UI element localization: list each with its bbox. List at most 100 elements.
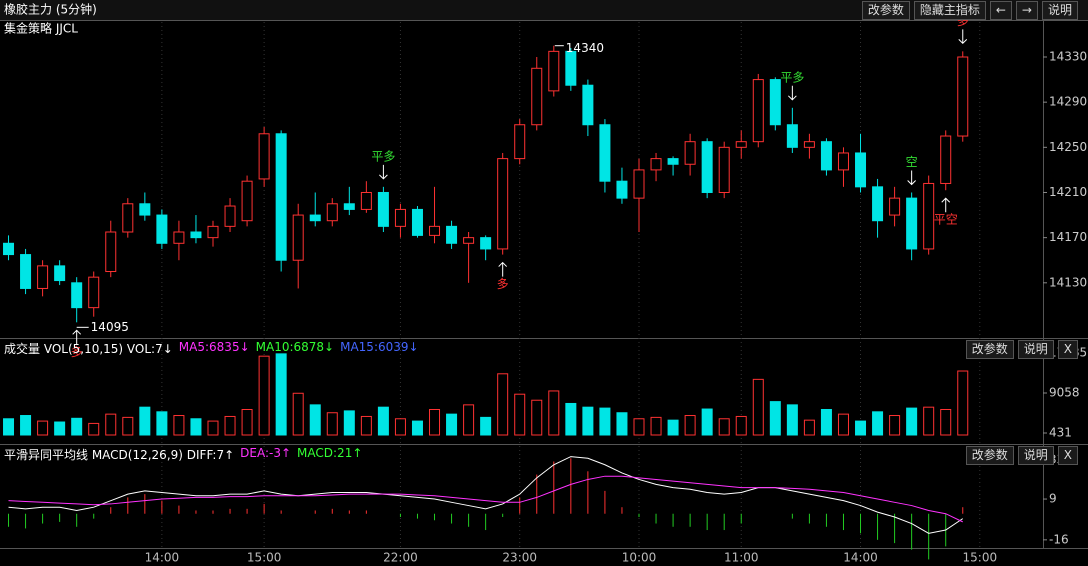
button[interactable]: 隐藏主指标	[913, 1, 986, 20]
candle-body	[803, 141, 815, 148]
candle-body	[531, 67, 543, 126]
signal-label: 平空	[934, 213, 958, 227]
volume-bar	[565, 402, 577, 436]
volume-bar	[54, 421, 66, 436]
volume-bar	[684, 415, 696, 436]
legend-entry: DEA:-3↑	[240, 446, 292, 460]
signal-arrow	[907, 170, 916, 186]
y-tick-label: 14250	[1049, 140, 1087, 154]
volume-bar	[531, 399, 543, 436]
volume-bar	[906, 407, 918, 436]
signal-arrow	[498, 261, 508, 277]
toolbar: 改参数 说明 X	[965, 446, 1078, 465]
signal-arrow	[379, 164, 388, 180]
volume-bar	[616, 412, 628, 436]
volume-bar	[241, 408, 253, 436]
button[interactable]: X	[1057, 446, 1078, 465]
candle-body	[343, 203, 355, 210]
candle-body	[940, 135, 952, 184]
button[interactable]: 改参数	[861, 1, 910, 20]
volume-bar	[889, 415, 901, 436]
volume-bar	[872, 411, 884, 436]
volume-bar	[463, 404, 475, 436]
volume-bar	[292, 392, 304, 436]
volume-bar	[224, 415, 236, 436]
volume-bar	[769, 401, 781, 436]
volume-bar	[377, 406, 389, 436]
signal-arrow	[72, 329, 82, 345]
button[interactable]: 说明	[1041, 1, 1078, 20]
y-tick-label: 9	[1049, 492, 1057, 506]
candle-body	[139, 203, 151, 216]
button[interactable]: ←	[989, 1, 1012, 20]
button[interactable]: →	[1015, 1, 1038, 20]
volume-bar	[156, 411, 168, 436]
panel-title: 集金策略 JJCL	[4, 21, 78, 36]
legend-entry: MA5:6835↓	[178, 340, 250, 354]
candle-body	[394, 208, 406, 227]
signal-label: 平多	[371, 149, 395, 163]
candle-body	[599, 124, 611, 182]
button[interactable]: X	[1057, 340, 1078, 359]
volume-bar	[803, 419, 815, 436]
candle-body	[309, 214, 321, 222]
candle-body	[701, 141, 713, 193]
volume-bar	[514, 393, 526, 436]
candle-body	[889, 197, 901, 216]
volume-bar	[394, 418, 406, 436]
volume-bar	[735, 415, 747, 436]
volume-bar	[701, 408, 713, 436]
candle-body	[650, 158, 662, 171]
legend-entry: MACD:21↑	[297, 446, 363, 460]
candle-body	[37, 265, 49, 289]
volume-bar	[582, 406, 594, 436]
signal-arrow	[958, 29, 968, 45]
candle-body	[582, 84, 594, 126]
candle-body	[855, 152, 867, 188]
x-tick-label: 15:00	[247, 551, 282, 565]
candle-body	[122, 203, 134, 233]
window-title: 橡胶主力 (5分钟)	[4, 2, 97, 17]
candle-body	[497, 158, 509, 250]
volume-bar	[855, 420, 867, 436]
candle-body	[957, 56, 969, 137]
y-tick-label: -16	[1049, 532, 1069, 546]
candle-body	[105, 231, 117, 273]
candle-body	[241, 180, 253, 222]
volume-bar	[429, 408, 441, 436]
button[interactable]: 说明	[1017, 446, 1054, 465]
candle-body	[820, 141, 832, 171]
x-tick-label: 23:00	[502, 551, 537, 565]
candle-body	[514, 124, 526, 160]
signal-label: 平多	[780, 70, 804, 84]
signal-label: 多	[497, 277, 509, 291]
candle-body	[377, 191, 389, 227]
y-tick-label: 14170	[1049, 230, 1087, 244]
volume-bar	[837, 413, 849, 436]
candle-body	[224, 205, 236, 227]
button[interactable]: 说明	[1017, 340, 1054, 359]
volume-bar	[718, 418, 730, 436]
candle-body	[906, 197, 918, 250]
candle-body	[633, 169, 645, 199]
candle-body	[667, 158, 679, 165]
candle-body	[292, 214, 304, 261]
top-bar	[0, 0, 1088, 20]
toolbar: 改参数 隐藏主指标 ← → 说明	[861, 1, 1078, 20]
extreme-label: 14340	[566, 41, 604, 55]
candle-body	[360, 191, 372, 210]
candle-body	[735, 141, 747, 148]
candle-body	[54, 265, 66, 282]
button[interactable]: 改参数	[965, 340, 1014, 359]
button[interactable]: 改参数	[965, 446, 1014, 465]
volume-bar	[786, 404, 798, 436]
y-tick-label: 9058	[1049, 386, 1080, 400]
candle-body	[190, 231, 202, 239]
y-tick-label: 14330	[1049, 50, 1087, 64]
y-tick-label: 14290	[1049, 95, 1087, 109]
candle-body	[872, 186, 884, 222]
candle-body	[786, 124, 798, 148]
x-tick-label: 14:00	[843, 551, 878, 565]
